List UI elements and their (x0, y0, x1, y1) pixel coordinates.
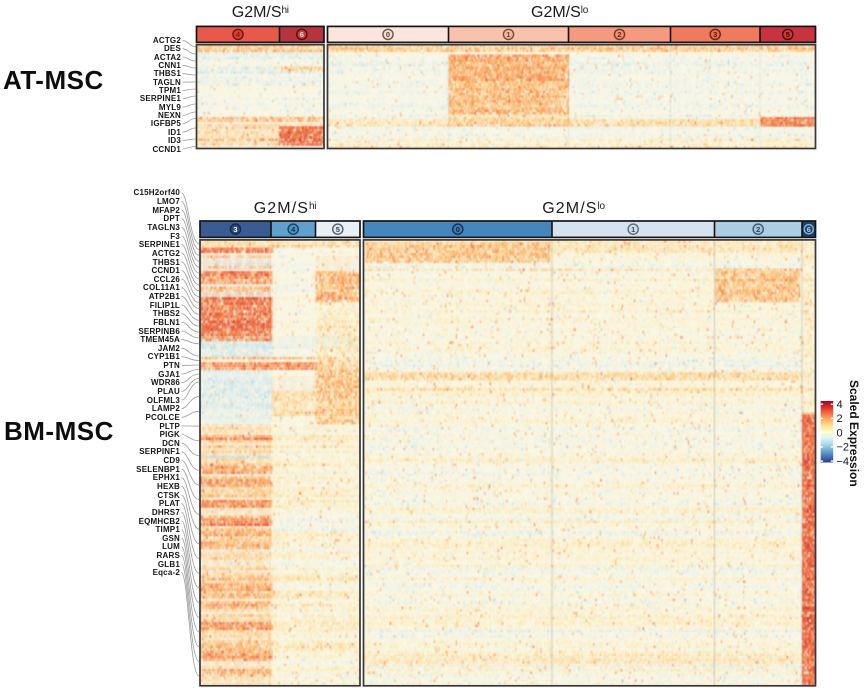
svg-text:3: 3 (713, 30, 717, 39)
svg-text:−4: −4 (837, 456, 850, 468)
svg-text:2: 2 (756, 225, 760, 234)
svg-text:6: 6 (300, 30, 304, 39)
svg-text:5: 5 (336, 225, 340, 234)
svg-text:1: 1 (506, 30, 510, 39)
svg-text:2: 2 (837, 413, 843, 425)
svg-text:6: 6 (807, 225, 811, 234)
svg-text:3: 3 (233, 225, 237, 234)
svg-text:4: 4 (837, 399, 843, 411)
svg-text:0: 0 (837, 427, 843, 439)
svg-text:−2: −2 (837, 442, 850, 454)
svg-text:4: 4 (291, 225, 296, 234)
svg-text:0: 0 (386, 30, 390, 39)
svg-text:1: 1 (631, 225, 635, 234)
svg-text:0: 0 (456, 225, 460, 234)
svg-text:4: 4 (236, 30, 241, 39)
svg-text:2: 2 (617, 30, 621, 39)
svg-text:5: 5 (786, 30, 790, 39)
